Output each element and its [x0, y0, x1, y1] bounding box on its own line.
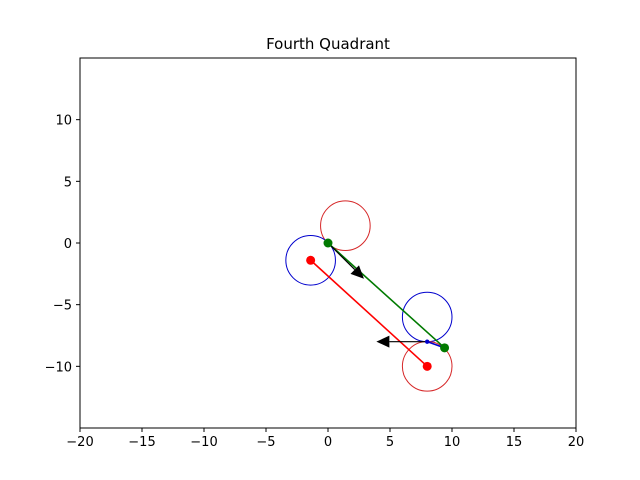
point-2: [422, 361, 432, 371]
x-tick-label: 15: [506, 435, 523, 450]
point-5: [425, 339, 430, 344]
point-4: [440, 343, 450, 353]
x-tick-label: −20: [66, 435, 93, 450]
y-tick-label: −5: [53, 299, 72, 314]
x-tick-label: 5: [386, 435, 394, 450]
arrow-shaft-1: [327, 242, 356, 271]
y-tick-label: 10: [55, 114, 72, 129]
y-tick-label: −10: [45, 360, 72, 375]
x-tick-label: 10: [444, 435, 461, 450]
arrow-head-1: [350, 265, 364, 279]
circle-1: [320, 200, 371, 252]
line-segment-1: [310, 259, 428, 367]
x-tick-label: −10: [190, 435, 217, 450]
circle-2: [285, 234, 336, 286]
point-1: [306, 255, 316, 265]
arrow-head-2: [376, 335, 390, 348]
plot-area: [80, 58, 576, 428]
chart-title: Fourth Quadrant: [266, 35, 390, 53]
y-tick-label: 5: [64, 175, 72, 190]
y-tick-label: 0: [64, 237, 72, 252]
plot-content: [285, 200, 453, 392]
x-tick-label: 0: [324, 435, 332, 450]
axes: −20 −15 −10 −5 0 5 10 15 20 −10 −5 0 5 10: [45, 57, 585, 450]
x-tick-label: 20: [568, 435, 585, 450]
x-tick-label: −5: [256, 435, 275, 450]
x-tick-label: −15: [128, 435, 155, 450]
line-segment-2: [327, 242, 446, 349]
point-3: [323, 238, 333, 248]
